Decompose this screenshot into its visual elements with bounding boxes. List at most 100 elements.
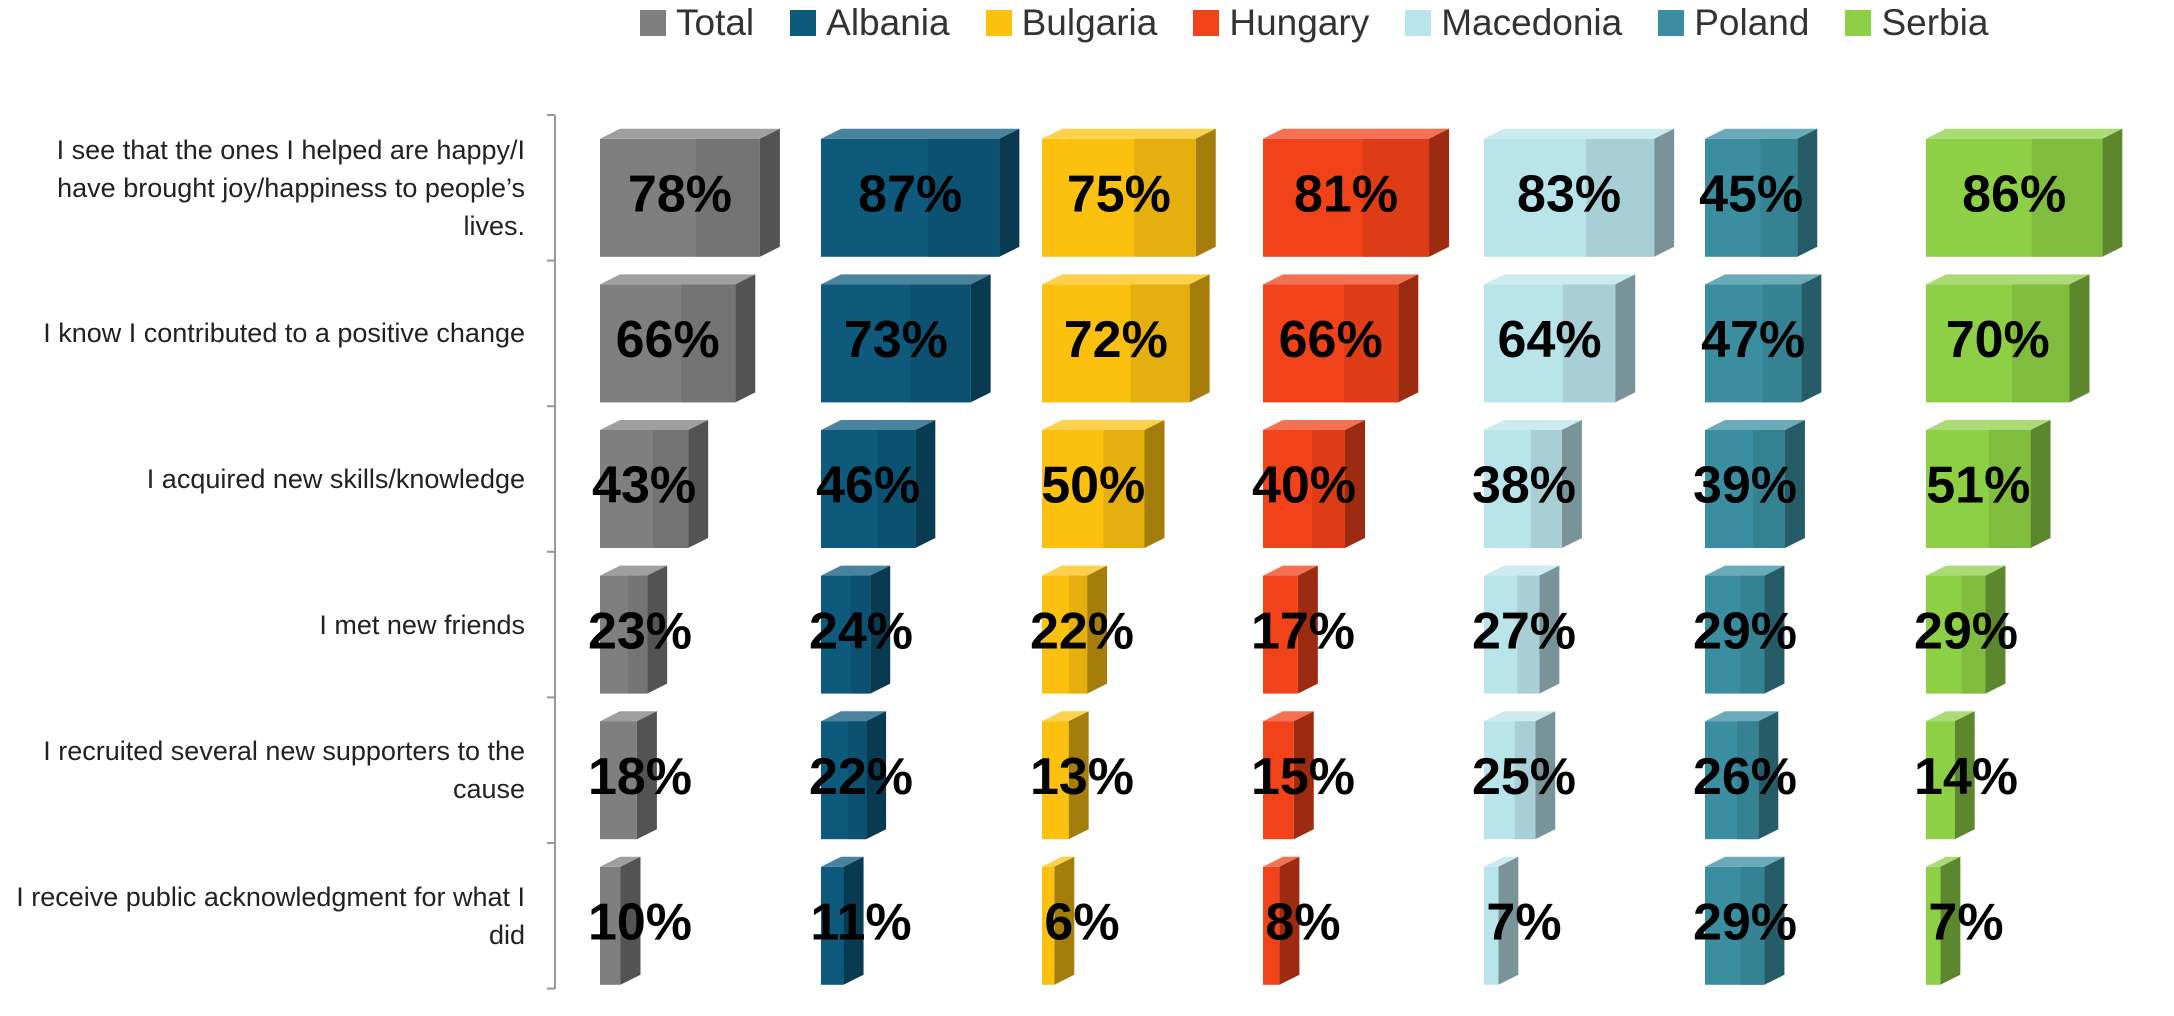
bar-top: [1484, 128, 1675, 139]
bar: [600, 721, 637, 840]
bar-top: [821, 274, 991, 285]
category-label: I met new friends: [319, 609, 525, 640]
bar-shade: [1760, 138, 1798, 257]
bar-top: [1705, 420, 1805, 430]
bar-side: [870, 565, 891, 694]
bar: [600, 866, 621, 985]
bar-side: [1345, 420, 1365, 548]
bar-side: [1279, 856, 1300, 985]
bar-shade: [928, 138, 1000, 257]
legend-label: Albania: [826, 2, 950, 43]
bar-shade: [1736, 721, 1759, 840]
bar-shade: [1530, 430, 1562, 548]
bar-shade: [1312, 430, 1345, 548]
bar-side: [866, 711, 887, 840]
bar-shade: [877, 430, 916, 548]
bar: [1926, 866, 1941, 985]
bar-side: [1498, 856, 1519, 985]
category-label: I acquired new skills/knowledge: [146, 464, 525, 494]
bar-shade: [652, 430, 689, 548]
category-label: I know I contributed to a positive chang…: [43, 318, 525, 349]
bar-top: [1042, 128, 1216, 139]
value-label: 50%: [1041, 457, 1145, 515]
bar: [1263, 721, 1294, 840]
bar-side: [1195, 128, 1216, 257]
bar-top: [1042, 420, 1165, 430]
bar-shade: [1752, 430, 1785, 548]
value-label: 51%: [1926, 457, 2030, 515]
bar-top: [1926, 711, 1975, 722]
bar-shade: [1586, 138, 1655, 257]
bar-top: [600, 565, 668, 576]
category-label: I recruited several new supporters to th…: [43, 736, 525, 805]
category-label: I see that the ones I helped are happy/I…: [56, 134, 525, 241]
value-label: 23%: [588, 602, 692, 660]
bar-top: [1263, 565, 1318, 576]
bar-shade: [1134, 138, 1196, 257]
bar-top: [1042, 711, 1089, 722]
bar-top: [1926, 856, 1961, 867]
value-label: 10%: [588, 894, 692, 952]
bar-side: [1801, 274, 1822, 403]
value-label: 7%: [1486, 894, 1561, 952]
value-label: 72%: [1064, 311, 1168, 369]
bar-top: [1263, 856, 1300, 867]
bar-top: [1926, 128, 2123, 139]
value-label: 22%: [809, 748, 913, 806]
bar-top: [600, 856, 641, 867]
legend-item: Total: [640, 2, 754, 44]
legend-item: Poland: [1658, 2, 1809, 44]
legend-label: Serbia: [1881, 2, 1989, 43]
bar-top: [1926, 274, 2090, 285]
bar-shade: [1069, 575, 1088, 694]
value-label: 70%: [1946, 311, 2050, 369]
bar-side: [1054, 856, 1075, 985]
bar-side: [1654, 128, 1675, 257]
bar-top: [1484, 711, 1556, 722]
bar-side: [636, 711, 657, 840]
bar-side: [1429, 128, 1450, 257]
value-label: 29%: [1693, 602, 1797, 660]
value-label: 38%: [1472, 457, 1576, 515]
value-label: 81%: [1294, 166, 1398, 224]
bar-side: [1398, 274, 1419, 403]
bar-side: [1758, 711, 1779, 840]
bar-side: [999, 128, 1020, 257]
bar: [1926, 721, 1955, 840]
bar-side: [1797, 128, 1818, 257]
bar-side: [759, 128, 780, 257]
bar-side: [1297, 565, 1318, 694]
value-label: 78%: [628, 166, 732, 224]
bar-top: [1484, 856, 1519, 867]
bar-top: [1263, 128, 1450, 139]
value-label: 7%: [1928, 894, 2003, 952]
bar: [1263, 575, 1298, 694]
value-label: 26%: [1693, 748, 1797, 806]
legend-item: Serbia: [1845, 2, 1988, 44]
bar-shade: [1514, 721, 1536, 840]
bar-top: [1484, 274, 1636, 285]
value-label: 66%: [1279, 311, 1383, 369]
value-label: 45%: [1699, 166, 1803, 224]
bar-side: [915, 420, 936, 548]
bar-top: [1042, 565, 1108, 576]
bar-shade: [1988, 430, 2031, 548]
bar-top: [821, 856, 864, 867]
bar-top: [600, 274, 756, 285]
value-label: 40%: [1252, 457, 1356, 515]
bar: [1263, 866, 1280, 985]
bar: [1042, 721, 1069, 840]
bar-shade: [1562, 284, 1616, 403]
bar-side: [1784, 420, 1805, 548]
bar-side: [1954, 711, 1975, 840]
bar-shade: [695, 138, 760, 257]
value-label: 27%: [1472, 602, 1576, 660]
value-label: 39%: [1693, 457, 1797, 515]
value-label: 18%: [588, 748, 692, 806]
bar-side: [1535, 711, 1556, 840]
legend-label: Total: [676, 2, 755, 43]
bar-top: [1042, 856, 1075, 867]
bar-side: [1764, 565, 1785, 694]
bar-side: [735, 274, 756, 403]
